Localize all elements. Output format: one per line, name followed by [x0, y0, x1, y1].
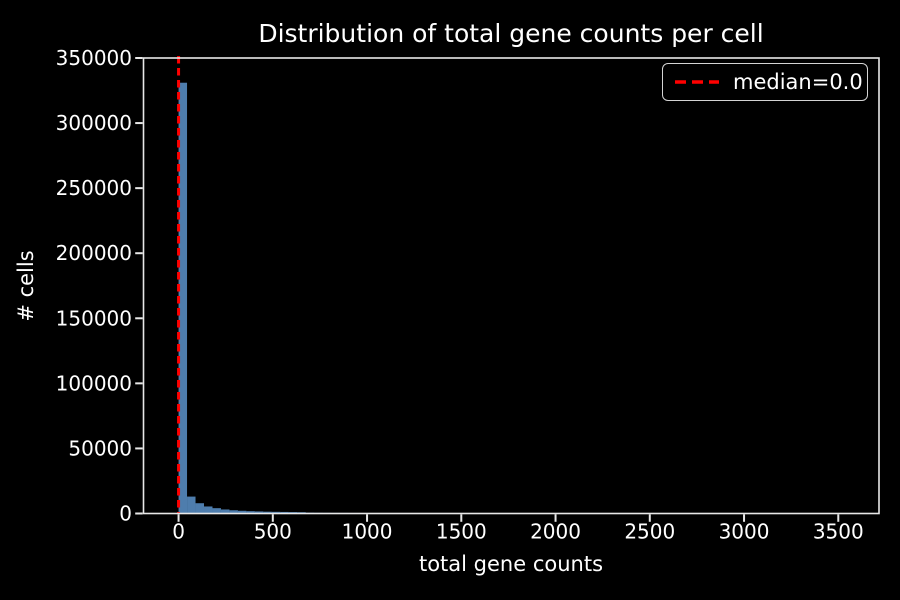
histogram-bar	[178, 82, 188, 514]
x-tick-label: 1500	[436, 520, 487, 544]
histogram-bar	[212, 508, 221, 514]
y-tick-label: 300000	[56, 111, 132, 135]
legend: median=0.0	[662, 63, 868, 101]
x-tick-label: 2500	[624, 520, 675, 544]
y-tick-label: 0	[119, 502, 132, 526]
histogram-bar	[204, 506, 213, 514]
y-tick-label: 350000	[56, 46, 132, 70]
chart-title: Distribution of total gene counts per ce…	[258, 19, 764, 48]
histogram-bar	[263, 511, 272, 514]
y-tick-label: 150000	[56, 306, 132, 330]
x-tick-label: 3000	[719, 520, 770, 544]
y-tick-label: 100000	[56, 371, 132, 395]
histogram-bar	[220, 509, 230, 514]
x-tick-label: 3500	[813, 520, 864, 544]
histogram-bar	[246, 511, 255, 514]
y-axis-label: # cells	[14, 250, 38, 322]
median-dashed-line-icon	[675, 80, 719, 84]
legend-median-label: median=0.0	[733, 70, 863, 94]
histogram-bar	[271, 511, 281, 514]
x-tick-label: 500	[254, 520, 292, 544]
histogram-bar	[254, 511, 264, 514]
y-tick-label: 250000	[56, 176, 132, 200]
x-tick-label: 0	[172, 520, 185, 544]
y-tick-label: 200000	[56, 241, 132, 265]
histogram-bar	[187, 496, 196, 514]
x-tick-label: 2000	[530, 520, 581, 544]
axes-spines	[142, 57, 880, 515]
histogram-bar	[195, 503, 205, 514]
x-tick-label: 1000	[342, 520, 393, 544]
histogram-bar	[229, 510, 238, 514]
histogram-bar	[237, 510, 247, 514]
y-tick-label: 50000	[68, 436, 132, 460]
x-axis-label: total gene counts	[418, 552, 604, 576]
